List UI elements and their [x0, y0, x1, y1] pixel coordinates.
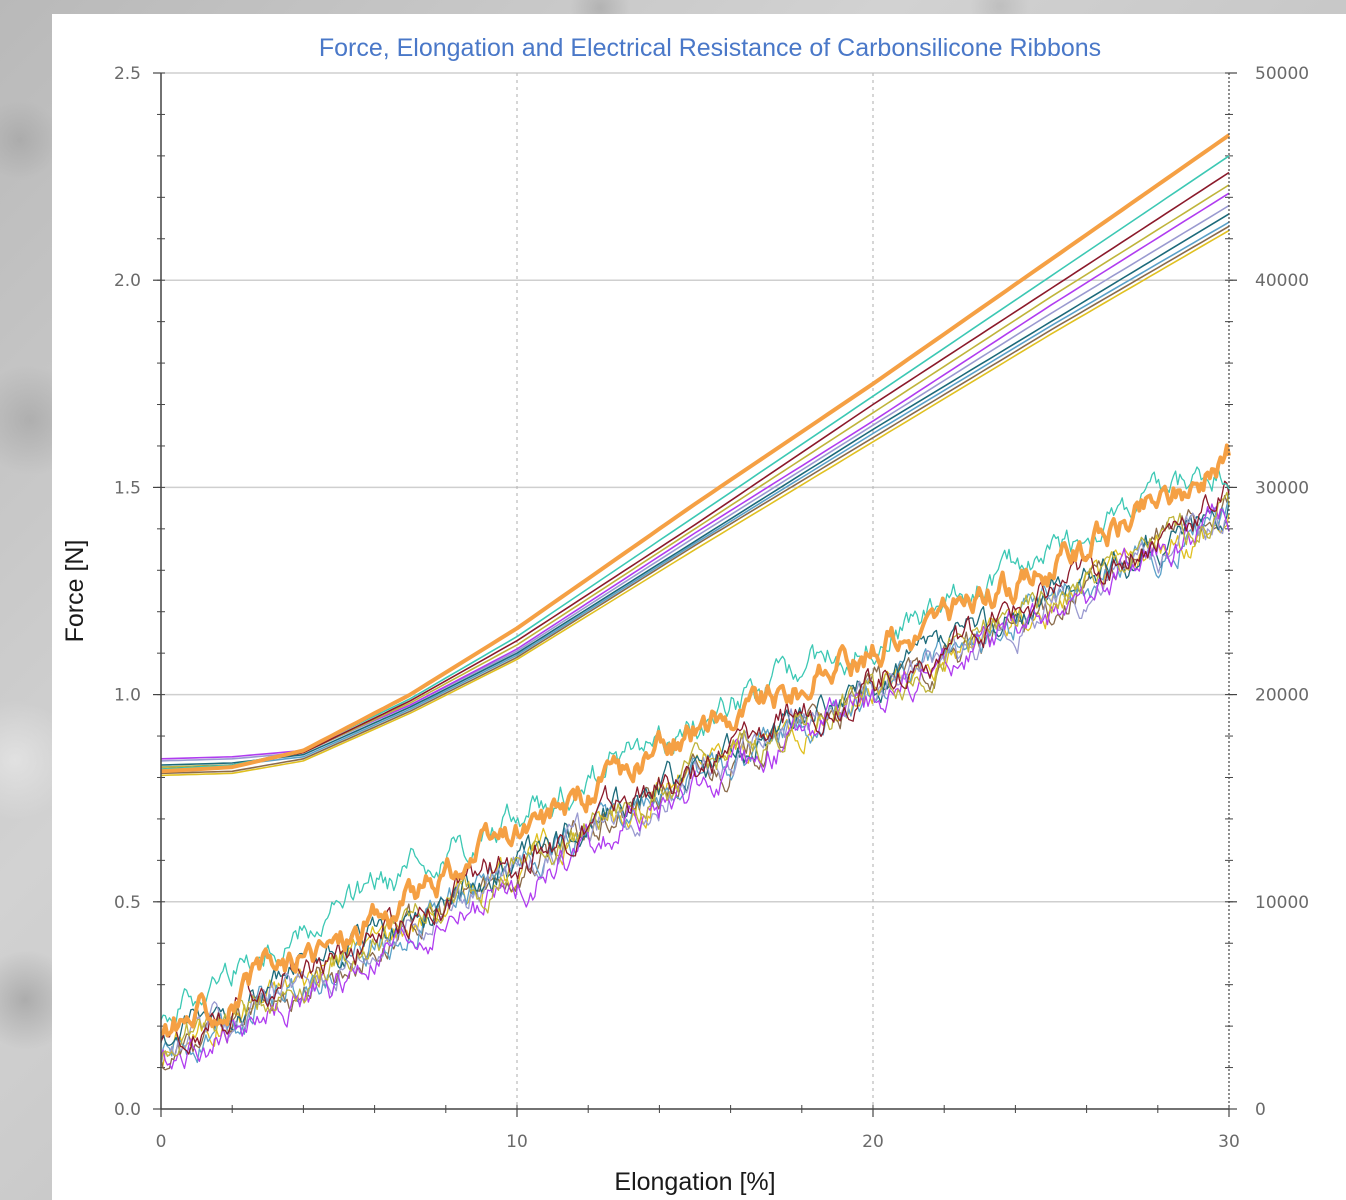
resistance-series-line [160, 491, 1230, 1061]
force-series-line [160, 221, 1230, 768]
force-series-line [160, 133, 1231, 774]
y2-tick-label: 50000 [1255, 64, 1309, 84]
y2-tick-label: 40000 [1255, 271, 1309, 291]
chart-title: Force, Elongation and Electrical Resista… [319, 34, 1101, 62]
y2-tick-label: 10000 [1255, 893, 1309, 913]
x-tick-label: 10 [506, 1132, 528, 1152]
y-tick-label: 1.0 [114, 686, 141, 706]
y2-tick-label: 30000 [1255, 478, 1309, 498]
force-series-line [160, 192, 1230, 760]
tick-labels: 0.0 0.5 1.0 1.5 2.0 2.5 0 10000 20000 30000 40000 5… [114, 64, 1309, 1152]
axes [160, 73, 1230, 1110]
force-series-line [160, 213, 1230, 766]
resistance-series-line [160, 501, 1230, 1046]
force-series-line [160, 171, 1230, 770]
y2-tick-label: 20000 [1255, 686, 1309, 706]
force-series-line [160, 229, 1230, 777]
y-tick-label: 0.5 [114, 893, 141, 913]
y-tick-label: 2.5 [114, 64, 141, 84]
resistance-series-line [160, 512, 1230, 1066]
force-series-line [160, 184, 1230, 768]
resistance-series-line [160, 443, 1231, 1038]
x-tick-label: 20 [862, 1132, 884, 1152]
x-tick-label: 30 [1218, 1132, 1240, 1152]
y-tick-label: 1.5 [114, 478, 141, 498]
y-tick-label: 2.0 [114, 271, 141, 291]
chart-panel [52, 14, 1346, 1200]
resistance-series-line [160, 480, 1230, 1055]
x-tick-label: 0 [156, 1132, 167, 1152]
y-axis-label: Force [N] [61, 540, 89, 643]
y-tick-label: 0.0 [114, 1100, 141, 1120]
series [160, 133, 1231, 1071]
y2-tick-label: 0 [1255, 1100, 1266, 1120]
force-series-line [160, 204, 1230, 762]
force-series-line [160, 225, 1230, 775]
x-axis-label: Elongation [%] [614, 1168, 775, 1196]
resistance-series-line [160, 490, 1230, 1071]
